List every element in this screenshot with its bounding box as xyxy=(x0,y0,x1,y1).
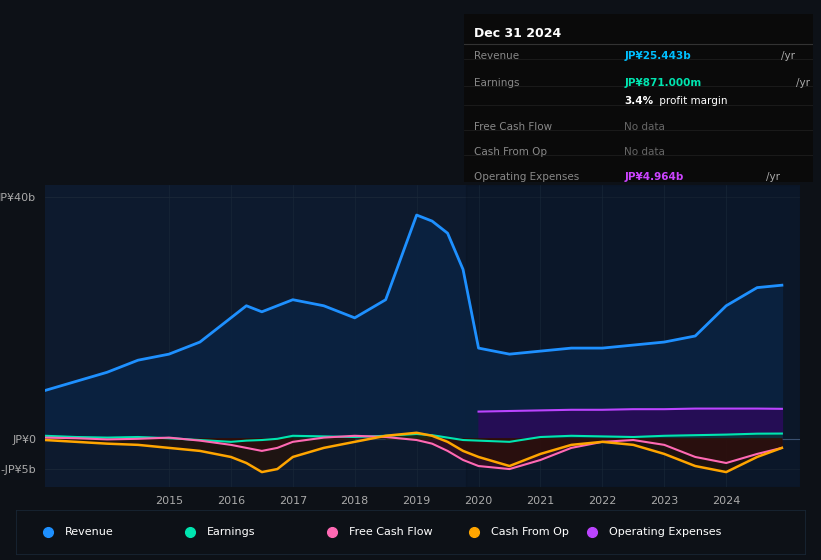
Text: Revenue: Revenue xyxy=(475,51,520,61)
Text: /yr: /yr xyxy=(766,172,781,182)
Text: Earnings: Earnings xyxy=(475,78,520,88)
Text: profit margin: profit margin xyxy=(656,96,727,106)
Text: Revenue: Revenue xyxy=(66,527,114,537)
Text: 3.4%: 3.4% xyxy=(624,96,654,106)
Bar xyxy=(466,185,800,487)
Text: /yr: /yr xyxy=(782,51,796,61)
Text: Free Cash Flow: Free Cash Flow xyxy=(475,122,553,132)
Text: No data: No data xyxy=(624,122,665,132)
Text: Free Cash Flow: Free Cash Flow xyxy=(349,527,433,537)
Text: Earnings: Earnings xyxy=(207,527,255,537)
Text: Cash From Op: Cash From Op xyxy=(491,527,569,537)
Text: Dec 31 2024: Dec 31 2024 xyxy=(475,27,562,40)
Text: JP¥871.000m: JP¥871.000m xyxy=(624,78,702,88)
Text: Operating Expenses: Operating Expenses xyxy=(475,172,580,182)
Text: JP¥4.964b: JP¥4.964b xyxy=(624,172,684,182)
Text: JP¥25.443b: JP¥25.443b xyxy=(624,51,691,61)
Text: Cash From Op: Cash From Op xyxy=(475,147,548,157)
Text: Operating Expenses: Operating Expenses xyxy=(609,527,722,537)
Text: No data: No data xyxy=(624,147,665,157)
Text: /yr: /yr xyxy=(796,78,810,88)
